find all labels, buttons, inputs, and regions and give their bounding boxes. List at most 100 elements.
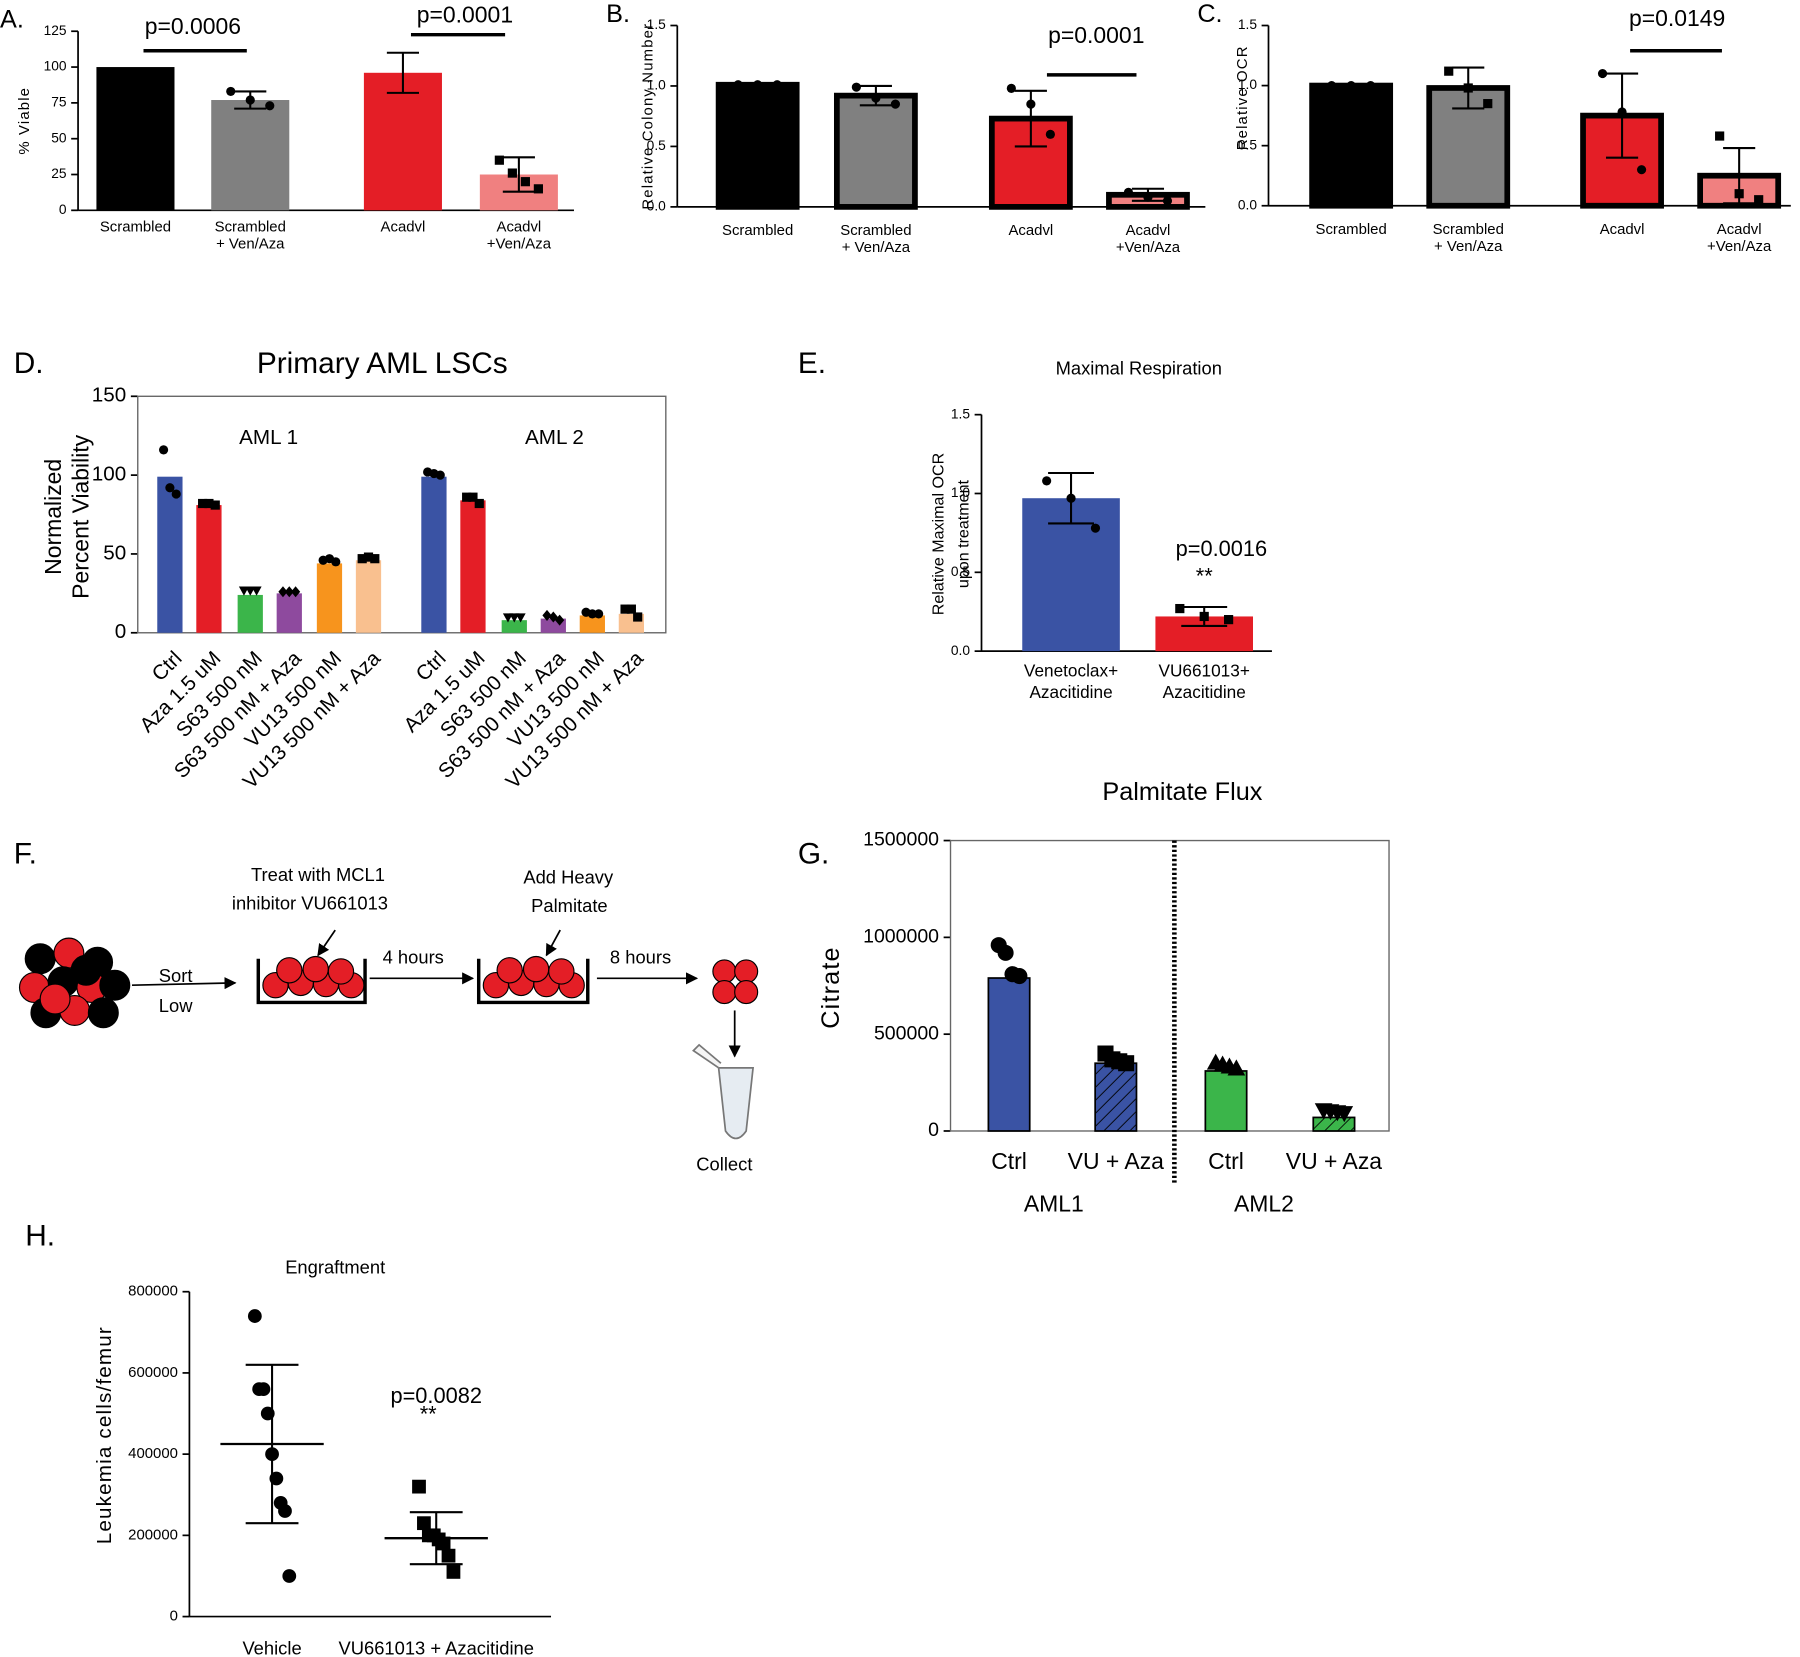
- bar: [355, 560, 382, 633]
- point: [520, 177, 530, 187]
- point: [772, 80, 782, 90]
- wells: [256, 958, 590, 1005]
- bar: [276, 593, 302, 633]
- x-tick-label: Scrambled: [722, 222, 793, 239]
- x-tick-label: Acadvl: [497, 218, 542, 235]
- x-tick-label: + Ven/Aza: [1434, 238, 1503, 255]
- x-tick-label: Scrambled: [1316, 221, 1387, 238]
- point: [1143, 192, 1153, 202]
- y-axis-label: Relative Maximal OCR: [929, 453, 947, 615]
- point: [555, 614, 565, 626]
- point: [1227, 1059, 1246, 1076]
- panel-label: B.: [606, 0, 630, 28]
- cell: [99, 969, 131, 1001]
- group-label: AML2: [1234, 1191, 1294, 1217]
- point: [247, 1309, 262, 1323]
- cells: [18, 937, 759, 1029]
- y-tick-label: 100: [92, 463, 126, 486]
- point: [331, 557, 341, 567]
- point: [284, 586, 294, 598]
- point: [417, 1516, 431, 1531]
- point: [1118, 1055, 1135, 1072]
- point: [515, 613, 526, 623]
- y-axis-label: Normalized: [40, 459, 66, 575]
- y-axis-label: Relative Colony Number: [640, 23, 657, 210]
- point: [509, 613, 520, 623]
- point: [1162, 196, 1173, 206]
- x-tick-label: Acadvl: [1008, 222, 1053, 239]
- cell: [302, 955, 329, 983]
- y-tick-label: 25: [51, 166, 67, 181]
- point: [587, 609, 597, 619]
- point: [198, 498, 208, 509]
- panel-label: C.: [1197, 0, 1222, 28]
- x-tick-label: +Ven/Aza: [487, 236, 552, 253]
- x-tick-label: Acadvl: [1717, 221, 1762, 238]
- panel-label: E.: [798, 347, 826, 380]
- point: [1011, 968, 1028, 985]
- cell: [24, 943, 56, 975]
- cell: [327, 958, 355, 985]
- bar: [363, 72, 442, 211]
- y-tick-label: 1.0: [647, 78, 666, 93]
- y-tick-label: 0: [170, 1608, 178, 1625]
- x-tick-label: VU + Aza: [1068, 1148, 1165, 1174]
- point: [1026, 99, 1036, 109]
- x-tick-label: VU + Aza: [1286, 1148, 1383, 1174]
- point: [1617, 107, 1627, 117]
- x-tick-label: Azacitidine: [1163, 682, 1246, 702]
- point: [1636, 165, 1647, 175]
- point: [1175, 603, 1185, 614]
- x-tick-label: VU661013+: [1159, 660, 1250, 680]
- point: [357, 554, 367, 564]
- y-tick-label: 1.0: [1238, 77, 1257, 92]
- y-tick-label: 0.0: [951, 643, 970, 658]
- bar-hatch: [1313, 1117, 1355, 1131]
- annotation: p=0.0001: [1048, 22, 1144, 48]
- point: [363, 552, 374, 562]
- point: [210, 500, 220, 510]
- bar: [1309, 82, 1394, 209]
- bar: [579, 615, 605, 633]
- point: [626, 604, 636, 614]
- y-tick-label: 50: [103, 541, 126, 564]
- point: [474, 498, 484, 509]
- tube: [692, 1043, 755, 1140]
- cell: [522, 955, 550, 983]
- panel-f: F. Sort Low Treat with MCL1 inhibitor VU…: [14, 837, 759, 1174]
- y-tick-label: 0.5: [1238, 137, 1257, 152]
- point: [533, 184, 543, 194]
- point: [502, 613, 514, 623]
- point: [158, 445, 169, 455]
- point: [1734, 189, 1744, 199]
- annotation: p=0.0006: [145, 13, 241, 39]
- point: [1335, 1106, 1354, 1123]
- y-tick-label: 1.5: [951, 406, 970, 421]
- y-tick-label: 1.0: [951, 485, 970, 500]
- point: [446, 1565, 461, 1579]
- annotation: **: [420, 1401, 437, 1426]
- y-tick-label: 0: [59, 202, 67, 217]
- y-tick-label: 0.5: [951, 564, 970, 579]
- bar: [211, 100, 290, 211]
- y-tick-label: 400000: [128, 1445, 178, 1462]
- plot-frame: [949, 839, 1390, 1132]
- step-text: inhibitor VU661013: [232, 893, 388, 914]
- point: [1597, 68, 1608, 79]
- chart-title: Palmitate Flux: [1102, 778, 1262, 806]
- point: [890, 99, 900, 109]
- panel-label: D.: [14, 347, 44, 380]
- point: [594, 609, 604, 619]
- y-axis-label: upon treatment: [955, 479, 973, 588]
- point: [1199, 611, 1209, 622]
- point: [1042, 476, 1052, 486]
- point: [1754, 195, 1764, 205]
- step-text: Palmitate: [531, 895, 608, 916]
- chart-title: Primary AML LSCs: [257, 347, 508, 380]
- x-tick-label: Venetoclax+: [1024, 660, 1118, 680]
- bar: [157, 476, 183, 633]
- cell: [87, 997, 119, 1029]
- point: [265, 101, 275, 111]
- arrows: [131, 929, 741, 1058]
